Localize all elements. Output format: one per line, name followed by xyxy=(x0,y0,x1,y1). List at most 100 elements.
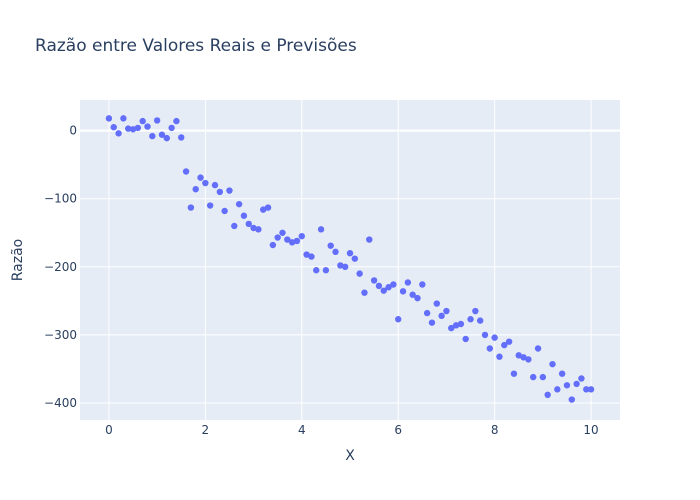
data-point xyxy=(554,386,561,393)
data-point xyxy=(501,341,508,349)
data-point xyxy=(428,319,436,326)
data-point xyxy=(385,284,392,291)
data-point xyxy=(187,204,195,211)
data-point xyxy=(153,117,161,124)
plot-area xyxy=(80,100,620,420)
data-point xyxy=(568,396,575,403)
data-point xyxy=(578,375,585,382)
data-point xyxy=(240,212,248,219)
data-point xyxy=(129,126,137,133)
data-point xyxy=(303,251,310,258)
data-point xyxy=(544,391,551,399)
data-point xyxy=(139,117,146,125)
chart-title: Razão entre Valores Reais e Previsões xyxy=(35,36,357,56)
y-axis-ticks: −400 −300 −200 −100 0 xyxy=(44,124,77,410)
data-point xyxy=(409,291,416,298)
data-point xyxy=(144,123,151,130)
y-tick-label: −200 xyxy=(44,260,77,274)
data-point xyxy=(587,386,595,393)
data-point xyxy=(260,206,267,213)
x-tick-label: 6 xyxy=(394,423,402,437)
data-point xyxy=(390,281,397,288)
data-point xyxy=(206,202,214,209)
data-point xyxy=(120,115,127,122)
data-point xyxy=(178,134,185,141)
data-point xyxy=(211,181,219,189)
data-point xyxy=(530,373,537,381)
data-point xyxy=(250,224,257,232)
data-point xyxy=(255,226,262,233)
data-point xyxy=(515,352,522,359)
data-points xyxy=(105,115,595,403)
x-tick-label: 4 xyxy=(298,423,306,437)
data-point xyxy=(539,373,547,381)
data-point xyxy=(476,317,484,324)
data-point xyxy=(216,188,224,196)
data-point xyxy=(313,267,320,274)
data-point xyxy=(549,360,556,368)
data-point xyxy=(438,312,445,320)
data-point xyxy=(284,236,291,243)
data-point xyxy=(158,131,166,138)
data-point xyxy=(182,168,190,175)
data-point xyxy=(505,338,513,345)
data-point xyxy=(226,187,233,194)
data-point xyxy=(414,294,421,302)
data-point xyxy=(202,179,209,187)
data-point xyxy=(346,249,354,257)
data-point xyxy=(308,253,315,260)
x-axis-ticks: 0 2 4 6 8 10 xyxy=(105,423,599,437)
data-point xyxy=(288,239,296,246)
y-axis-label: Razão xyxy=(10,239,26,282)
data-point xyxy=(173,117,180,125)
data-point xyxy=(197,174,204,181)
data-point xyxy=(423,309,431,317)
data-point xyxy=(525,356,532,363)
x-tick-label: 2 xyxy=(202,423,210,437)
data-point xyxy=(163,134,170,142)
data-point xyxy=(558,370,566,377)
data-point xyxy=(370,277,378,284)
data-point xyxy=(491,334,498,341)
y-tick-label: −100 xyxy=(44,192,77,206)
data-point xyxy=(274,234,281,241)
data-point xyxy=(404,279,412,286)
data-point xyxy=(366,236,373,243)
data-point xyxy=(467,316,474,323)
data-point xyxy=(332,248,339,256)
data-point xyxy=(341,263,349,271)
data-point xyxy=(433,300,440,307)
data-point xyxy=(356,270,363,277)
data-point xyxy=(351,255,359,262)
data-point xyxy=(125,125,132,132)
data-point xyxy=(105,115,113,122)
data-point xyxy=(395,316,402,323)
data-point xyxy=(322,267,330,274)
data-point xyxy=(380,287,387,294)
data-point xyxy=(399,288,407,295)
data-point xyxy=(534,345,542,352)
x-tick-label: 8 xyxy=(491,423,499,437)
data-point xyxy=(448,324,455,332)
data-point xyxy=(168,124,175,132)
data-point xyxy=(375,282,383,290)
data-point xyxy=(293,237,301,245)
data-point xyxy=(110,124,117,131)
data-point xyxy=(573,380,580,388)
x-tick-label: 0 xyxy=(105,423,113,437)
data-point xyxy=(298,232,305,240)
data-point xyxy=(134,124,142,132)
data-point xyxy=(279,229,286,236)
data-point xyxy=(231,222,238,230)
data-point xyxy=(452,322,460,329)
data-point xyxy=(486,345,494,352)
data-point xyxy=(563,382,571,389)
data-point xyxy=(337,262,344,269)
data-point xyxy=(221,207,228,215)
y-tick-label: −400 xyxy=(44,396,77,410)
data-point xyxy=(462,335,469,343)
data-point xyxy=(443,307,450,315)
y-tick-label: 0 xyxy=(69,124,77,138)
data-point xyxy=(496,353,503,360)
